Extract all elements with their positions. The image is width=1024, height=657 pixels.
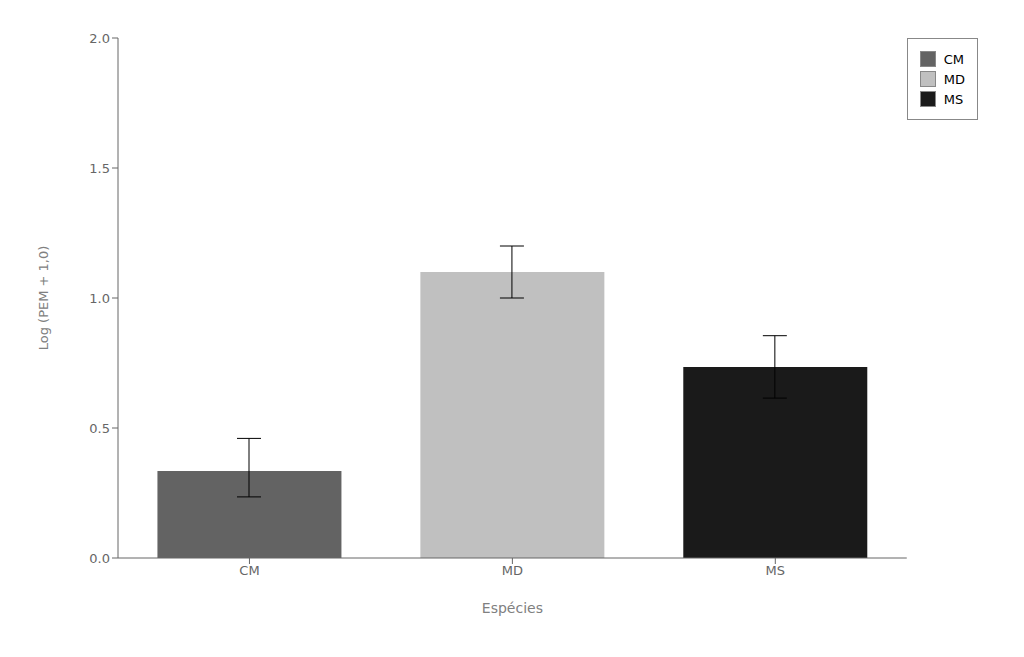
svg-text:1.5: 1.5 [89,161,110,176]
svg-text:MD: MD [502,563,523,578]
svg-text:1.0: 1.0 [89,291,110,306]
svg-text:Espécies: Espécies [482,600,543,616]
html-text:MS: MS [943,91,964,107]
html-text:CM: CM [943,51,965,67]
svg-text:CM: CM [239,563,259,578]
html-text:MD: MD [943,71,965,87]
svg-text:Log (PEM + 1,0): Log (PEM + 1,0) [36,246,51,351]
svg-text:0.0: 0.0 [89,551,110,566]
svg-text:0.5: 0.5 [89,421,110,436]
svg-text:MS: MS [766,563,785,578]
svg-text:2.0: 2.0 [89,31,110,46]
